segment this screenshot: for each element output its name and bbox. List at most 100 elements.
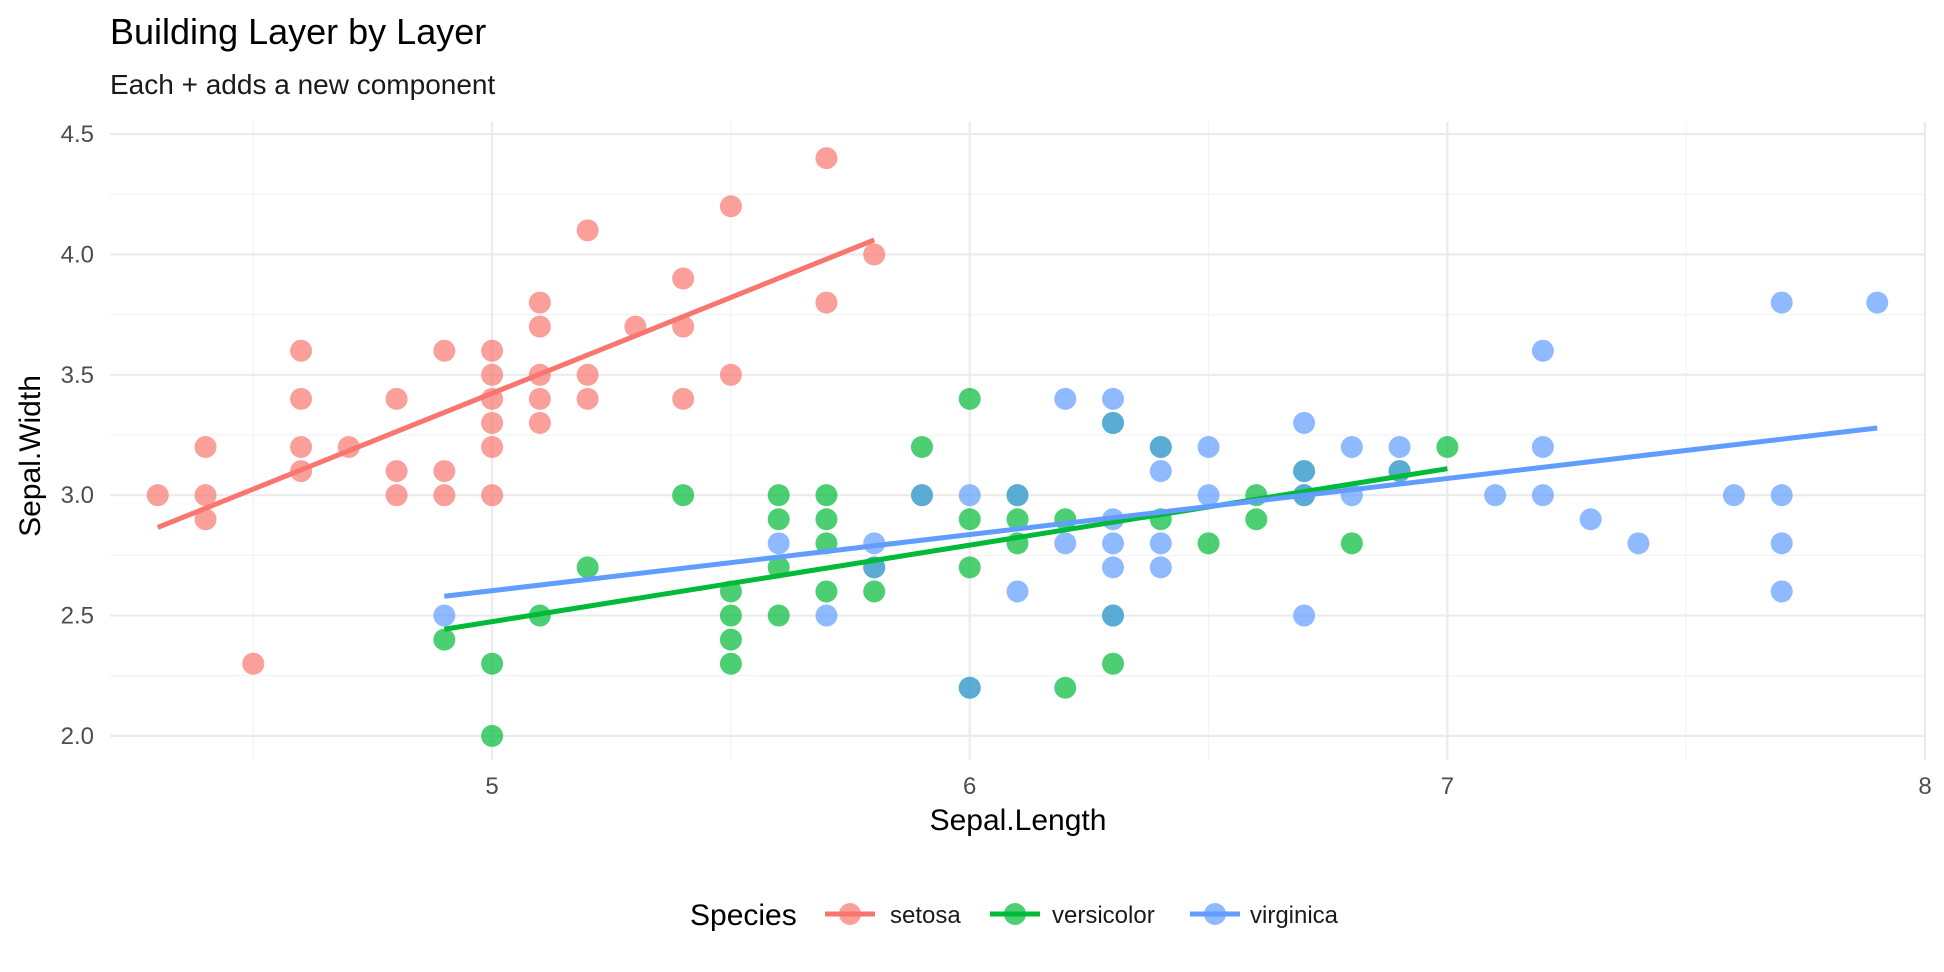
y-tick-label: 3.0 bbox=[61, 482, 94, 509]
data-point-virginica bbox=[1340, 436, 1363, 459]
data-point-setosa bbox=[576, 387, 599, 410]
data-point-versicolor bbox=[1340, 532, 1363, 555]
data-point-setosa bbox=[481, 411, 504, 434]
data-point-versicolor bbox=[815, 508, 838, 531]
data-point-versicolor bbox=[576, 556, 599, 579]
data-point-setosa bbox=[528, 411, 551, 434]
legend: Species setosa versicolor virginica bbox=[690, 899, 1339, 932]
data-point-virginica bbox=[1770, 484, 1793, 507]
x-axis-title: Sepal.Length bbox=[930, 804, 1107, 837]
y-tick-label: 3.5 bbox=[61, 362, 94, 389]
x-tick-label: 7 bbox=[1441, 773, 1454, 800]
data-point-virginica bbox=[1531, 339, 1554, 362]
data-point-setosa bbox=[433, 460, 456, 483]
data-point-versicolor bbox=[1006, 508, 1029, 531]
x-tick-label: 8 bbox=[1918, 773, 1931, 800]
data-point-virginica bbox=[1293, 411, 1316, 434]
y-axis-title: Sepal.Width bbox=[14, 375, 47, 537]
data-point-virginica bbox=[1579, 508, 1602, 531]
data-point-virginica bbox=[1006, 484, 1029, 507]
data-point-virginica bbox=[1293, 604, 1316, 627]
data-point-virginica bbox=[767, 532, 790, 555]
data-point-setosa bbox=[385, 387, 408, 410]
data-point-virginica bbox=[958, 676, 981, 699]
data-point-versicolor bbox=[1054, 676, 1077, 699]
data-point-versicolor bbox=[433, 628, 456, 651]
x-tick-label: 6 bbox=[963, 773, 976, 800]
data-point-virginica bbox=[1197, 484, 1220, 507]
data-point-setosa bbox=[719, 363, 742, 386]
data-point-virginica bbox=[1388, 436, 1411, 459]
fit-lines-layer bbox=[156, 237, 1878, 632]
data-point-virginica bbox=[1149, 436, 1172, 459]
data-point-virginica bbox=[1722, 484, 1745, 507]
data-point-versicolor bbox=[958, 387, 981, 410]
data-point-versicolor bbox=[719, 628, 742, 651]
data-point-versicolor bbox=[1245, 508, 1268, 531]
data-point-setosa bbox=[576, 219, 599, 242]
fit-line-setosa bbox=[156, 237, 876, 530]
data-point-versicolor bbox=[1436, 436, 1459, 459]
data-point-setosa bbox=[815, 291, 838, 314]
data-point-setosa bbox=[433, 484, 456, 507]
chart-subtitle: Each + adds a new component bbox=[110, 69, 495, 100]
x-tick-label: 5 bbox=[485, 773, 498, 800]
data-point-versicolor bbox=[958, 508, 981, 531]
data-point-setosa bbox=[672, 387, 695, 410]
data-point-versicolor bbox=[863, 580, 886, 603]
data-point-setosa bbox=[194, 508, 217, 531]
legend-label: setosa bbox=[890, 902, 961, 929]
data-point-versicolor bbox=[481, 724, 504, 747]
data-point-setosa bbox=[290, 436, 313, 459]
data-point-virginica bbox=[1627, 532, 1650, 555]
data-point-versicolor bbox=[719, 652, 742, 675]
legend-title: Species bbox=[690, 899, 797, 932]
legend-item-setosa: setosa bbox=[825, 902, 961, 929]
data-point-versicolor bbox=[767, 508, 790, 531]
data-point-virginica bbox=[1770, 580, 1793, 603]
data-point-setosa bbox=[528, 387, 551, 410]
data-point-versicolor bbox=[767, 604, 790, 627]
data-point-versicolor bbox=[672, 484, 695, 507]
data-point-versicolor bbox=[481, 652, 504, 675]
data-point-virginica bbox=[1531, 484, 1554, 507]
data-point-virginica bbox=[1866, 291, 1889, 314]
legend-label: versicolor bbox=[1052, 902, 1155, 929]
y-tick-label: 4.0 bbox=[61, 241, 94, 268]
data-point-setosa bbox=[481, 436, 504, 459]
data-point-virginica bbox=[1770, 532, 1793, 555]
y-tick-label: 2.5 bbox=[61, 603, 94, 630]
tick-labels: 5 6 7 8 2.0 2.5 3.0 3.5 4.0 4.5 bbox=[61, 121, 1932, 800]
data-point-setosa bbox=[481, 339, 504, 362]
legend-item-versicolor: versicolor bbox=[990, 902, 1155, 929]
data-point-versicolor bbox=[719, 604, 742, 627]
data-point-virginica bbox=[1197, 436, 1220, 459]
legend-label: virginica bbox=[1250, 902, 1339, 929]
data-point-versicolor bbox=[910, 436, 933, 459]
data-point-setosa bbox=[576, 363, 599, 386]
data-point-virginica bbox=[1149, 556, 1172, 579]
data-point-virginica bbox=[1102, 532, 1125, 555]
legend-item-virginica: virginica bbox=[1190, 902, 1339, 929]
data-point-setosa bbox=[194, 436, 217, 459]
data-point-setosa bbox=[863, 243, 886, 266]
legend-key-point bbox=[839, 903, 861, 925]
grid bbox=[110, 122, 1927, 760]
data-point-setosa bbox=[242, 652, 265, 675]
data-point-setosa bbox=[146, 484, 169, 507]
data-point-virginica bbox=[1102, 604, 1125, 627]
fit-line-versicolor bbox=[443, 466, 1448, 632]
data-point-versicolor bbox=[1197, 532, 1220, 555]
data-point-versicolor bbox=[767, 484, 790, 507]
data-point-setosa bbox=[385, 484, 408, 507]
data-point-virginica bbox=[433, 604, 456, 627]
data-point-setosa bbox=[481, 484, 504, 507]
data-point-virginica bbox=[1531, 436, 1554, 459]
data-point-virginica bbox=[1102, 411, 1125, 434]
data-point-virginica bbox=[1054, 532, 1077, 555]
data-point-setosa bbox=[433, 339, 456, 362]
data-point-versicolor bbox=[1102, 652, 1125, 675]
data-point-virginica bbox=[1006, 580, 1029, 603]
